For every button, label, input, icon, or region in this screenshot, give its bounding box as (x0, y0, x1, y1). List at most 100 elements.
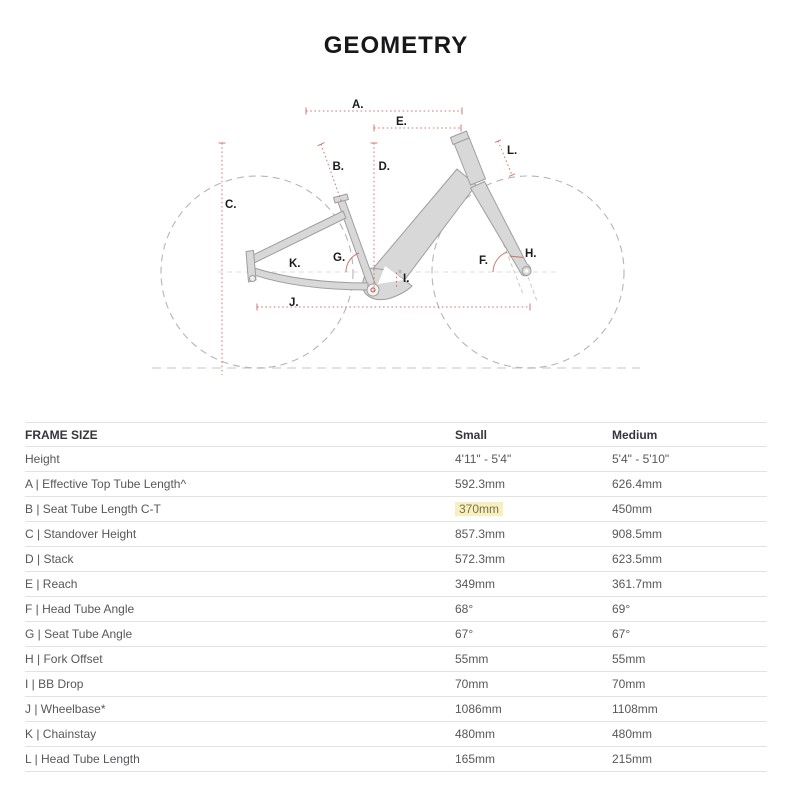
label-k: K. (289, 258, 301, 270)
table-row: Height 4'11" - 5'4" 5'4" - 5'10" (25, 446, 767, 471)
cell-value: 908.5mm (612, 527, 663, 541)
cell-value: 1108mm (612, 702, 658, 716)
row-label: E | Reach (25, 577, 455, 591)
medium-value: 5'4" - 5'10" (612, 452, 767, 466)
frame-size-header: FRAME SIZE (25, 427, 98, 442)
rear-axle (249, 275, 256, 282)
cell-value: H | Fork Offset (25, 652, 103, 666)
table-row: B | Seat Tube Length C-T 370mm 450mm (25, 496, 767, 521)
cell-value: 592.3mm (455, 477, 506, 491)
dim-b-tick (317, 142, 325, 147)
table-row: D | Stack 572.3mm 623.5mm (25, 546, 767, 571)
bottom-bracket (366, 283, 380, 297)
medium-value: 1108mm (612, 702, 767, 716)
chain-stay (250, 266, 369, 291)
dimension-labels: A. E. B. D. C. L. K. G. F. H. I. J. (225, 99, 537, 309)
seat-tube-cap (333, 193, 349, 204)
geometry-table: FRAME SIZE Small Medium Height 4'11" - 5'… (25, 422, 767, 772)
row-label: H | Fork Offset (25, 652, 455, 666)
cell-value: 480mm (612, 727, 653, 741)
cell-value: 480mm (455, 727, 496, 741)
small-value: 857.3mm (455, 527, 612, 541)
row-label: I | BB Drop (25, 677, 455, 691)
row-label: G | Seat Tube Angle (25, 627, 455, 641)
cell-value: 572.3mm (455, 552, 506, 566)
medium-value: 623.5mm (612, 552, 767, 566)
medium-column-header: Medium (612, 427, 658, 442)
dim-g-arc (345, 252, 360, 273)
cell-value: A | Effective Top Tube Length^ (25, 477, 187, 491)
label-d: D. (379, 161, 391, 173)
table-row: C | Standover Height 857.3mm 908.5mm (25, 521, 767, 546)
cell-value: 67° (455, 627, 474, 641)
cell-value: 70mm (612, 677, 646, 691)
medium-value: 908.5mm (612, 527, 767, 541)
small-value: 55mm (455, 652, 612, 666)
medium-value: 361.7mm (612, 577, 767, 591)
medium-value: 450mm (612, 502, 767, 516)
label-i: I. (403, 273, 409, 285)
cell-value: 55mm (455, 652, 489, 666)
small-column-header: Small (455, 427, 488, 442)
cell-value: 165mm (455, 752, 496, 766)
row-label: Height (25, 452, 455, 466)
table-row: A | Effective Top Tube Length^ 592.3mm 626… (25, 471, 767, 496)
small-value: 68° (455, 602, 612, 616)
row-label: K | Chainstay (25, 727, 455, 741)
cell-value: 1086mm (455, 702, 502, 716)
medium-value: 55mm (612, 652, 767, 666)
rear-dropout (245, 250, 257, 283)
cell-value: 69° (612, 602, 631, 616)
seat-stay (250, 210, 347, 264)
rear-wheel (160, 175, 354, 369)
cell-value: 215mm (612, 752, 653, 766)
table-row: H | Fork Offset 55mm 55mm (25, 646, 767, 671)
small-value: 370mm (455, 502, 612, 516)
small-value: 572.3mm (455, 552, 612, 566)
cell-value: J | Wheelbase* (25, 702, 106, 716)
frame-bolt (398, 269, 402, 274)
table-row: I | BB Drop 70mm 70mm (25, 671, 767, 696)
fork-axis-extension (527, 276, 538, 302)
cell-value: 55mm (612, 652, 646, 666)
label-g: G. (333, 252, 345, 264)
cell-value: B | Seat Tube Length C-T (25, 502, 161, 516)
medium-value: 215mm (612, 752, 767, 766)
cell-value: C | Standover Height (25, 527, 137, 541)
label-a: A. (352, 99, 364, 111)
cell-value: 349mm (455, 577, 496, 591)
geometry-table-body: Height 4'11" - 5'4" 5'4" - 5'10" A | Effect… (25, 446, 767, 771)
cell-value: 623.5mm (612, 552, 663, 566)
bike-geometry-diagram: A. E. B. D. C. L. K. G. F. H. I. J. (0, 84, 792, 415)
frame-cutout (378, 266, 404, 284)
cell-value: D | Stack (25, 552, 74, 566)
row-label: B | Seat Tube Length C-T (25, 502, 455, 516)
cell-value: F | Head Tube Angle (25, 602, 135, 616)
bottom-bracket-center (370, 287, 376, 293)
small-value: 349mm (455, 577, 612, 591)
small-value: 480mm (455, 727, 612, 741)
highlighted-value: 370mm (455, 502, 504, 516)
cell-value: L | Head Tube Length (25, 752, 140, 766)
bike-frame (245, 130, 532, 301)
medium-value: 67° (612, 627, 767, 641)
row-label: L | Head Tube Length (25, 752, 455, 766)
medium-value: 70mm (612, 677, 767, 691)
cell-value: 857.3mm (455, 527, 506, 541)
cell-value: 70mm (455, 677, 489, 691)
bike-diagram-svg: A. E. B. D. C. L. K. G. F. H. I. J. (152, 99, 640, 375)
label-h: H. (525, 248, 537, 260)
geometry-page: GEOMETRY (0, 32, 792, 803)
dim-f-arc (492, 251, 508, 273)
dim-j-ticks (256, 303, 531, 311)
dim-b-line (320, 143, 342, 203)
cell-value: K | Chainstay (25, 727, 97, 741)
table-row: E | Reach 349mm 361.7mm (25, 571, 767, 596)
front-wheel (431, 175, 625, 369)
headset-cap (450, 130, 470, 145)
label-l: L. (507, 145, 517, 157)
small-value: 4'11" - 5'4" (455, 452, 612, 466)
cell-value: 626.4mm (612, 477, 663, 491)
row-label: A | Effective Top Tube Length^ (25, 477, 455, 491)
label-e: E. (396, 116, 407, 128)
